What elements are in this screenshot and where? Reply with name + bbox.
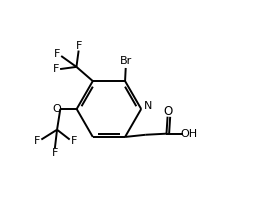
- Text: Br: Br: [120, 56, 132, 66]
- Text: F: F: [54, 49, 61, 59]
- Text: O: O: [52, 104, 61, 114]
- Text: F: F: [76, 41, 83, 51]
- Text: F: F: [52, 148, 58, 158]
- Text: F: F: [53, 64, 59, 74]
- Text: F: F: [34, 136, 41, 146]
- Text: O: O: [163, 105, 172, 118]
- Text: N: N: [144, 101, 152, 111]
- Text: OH: OH: [180, 129, 197, 139]
- Text: F: F: [70, 136, 77, 146]
